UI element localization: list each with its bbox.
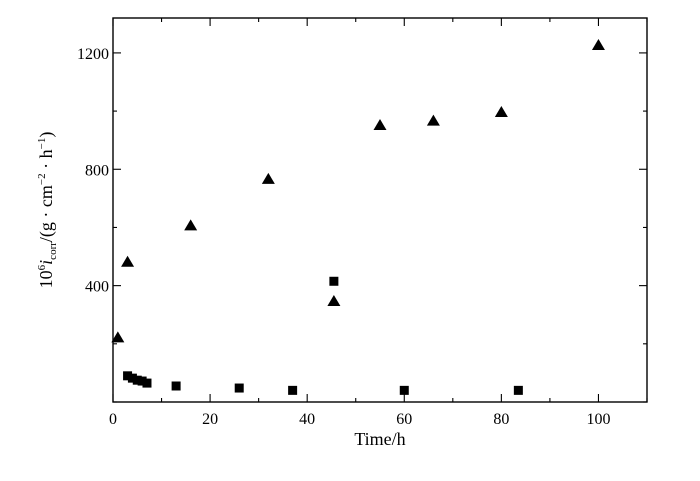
data-point-square xyxy=(329,276,339,286)
y-axis-title-exp: 6 xyxy=(36,264,48,270)
x-tick-label: 100 xyxy=(586,411,610,428)
data-point-triangle xyxy=(111,331,125,343)
y-axis-title-unit-mid: · h xyxy=(36,149,56,173)
x-tick-label: 40 xyxy=(299,411,315,428)
data-point-square xyxy=(513,385,523,395)
data-point-square xyxy=(137,376,147,386)
data-markers xyxy=(111,39,605,395)
data-point-square xyxy=(399,385,409,395)
x-tick-label: 20 xyxy=(202,411,218,428)
y-axis-title-subscript: corr xyxy=(47,242,59,260)
data-point-triangle xyxy=(327,295,341,307)
plot-frame xyxy=(112,17,648,403)
y-axis-title-symbol: i xyxy=(36,260,56,265)
data-point-triangle xyxy=(121,255,135,267)
data-point-triangle xyxy=(184,219,198,231)
x-tick-label: 60 xyxy=(396,411,412,428)
y-axis-title-unit-open: /(g · cm xyxy=(36,185,57,242)
data-point-square xyxy=(171,381,181,391)
y-axis-title-base: 10 xyxy=(36,270,56,288)
data-point-square xyxy=(132,375,142,385)
data-point-square xyxy=(288,385,298,395)
x-tick-label: 0 xyxy=(109,411,117,428)
x-axis-title: Time/h xyxy=(354,429,405,449)
data-point-square xyxy=(142,378,152,388)
y-axis-title-unit-close: ) xyxy=(36,132,57,138)
data-point-triangle xyxy=(494,105,508,117)
y-axis-title-exp1: −2 xyxy=(36,173,48,185)
y-axis-title-exp2: −1 xyxy=(36,138,48,150)
data-point-triangle xyxy=(426,114,440,126)
y-tick-label: 800 xyxy=(85,162,109,179)
y-axis-title: 106icorr/(g · cm−2 · h−1) xyxy=(36,132,59,289)
x-tick-label: 80 xyxy=(493,411,509,428)
data-point-square xyxy=(234,383,244,393)
y-tick-label: 400 xyxy=(85,279,109,296)
axis-ticks: 0 20 40 60 80 100 400 800 1200 xyxy=(77,18,648,428)
data-point-square xyxy=(127,373,137,383)
y-tick-label: 1200 xyxy=(77,46,109,63)
data-point-triangle xyxy=(373,119,387,131)
data-point-triangle xyxy=(591,39,605,51)
data-point-triangle xyxy=(261,172,275,184)
axes-frame xyxy=(112,17,648,403)
data-point-square xyxy=(123,371,133,381)
